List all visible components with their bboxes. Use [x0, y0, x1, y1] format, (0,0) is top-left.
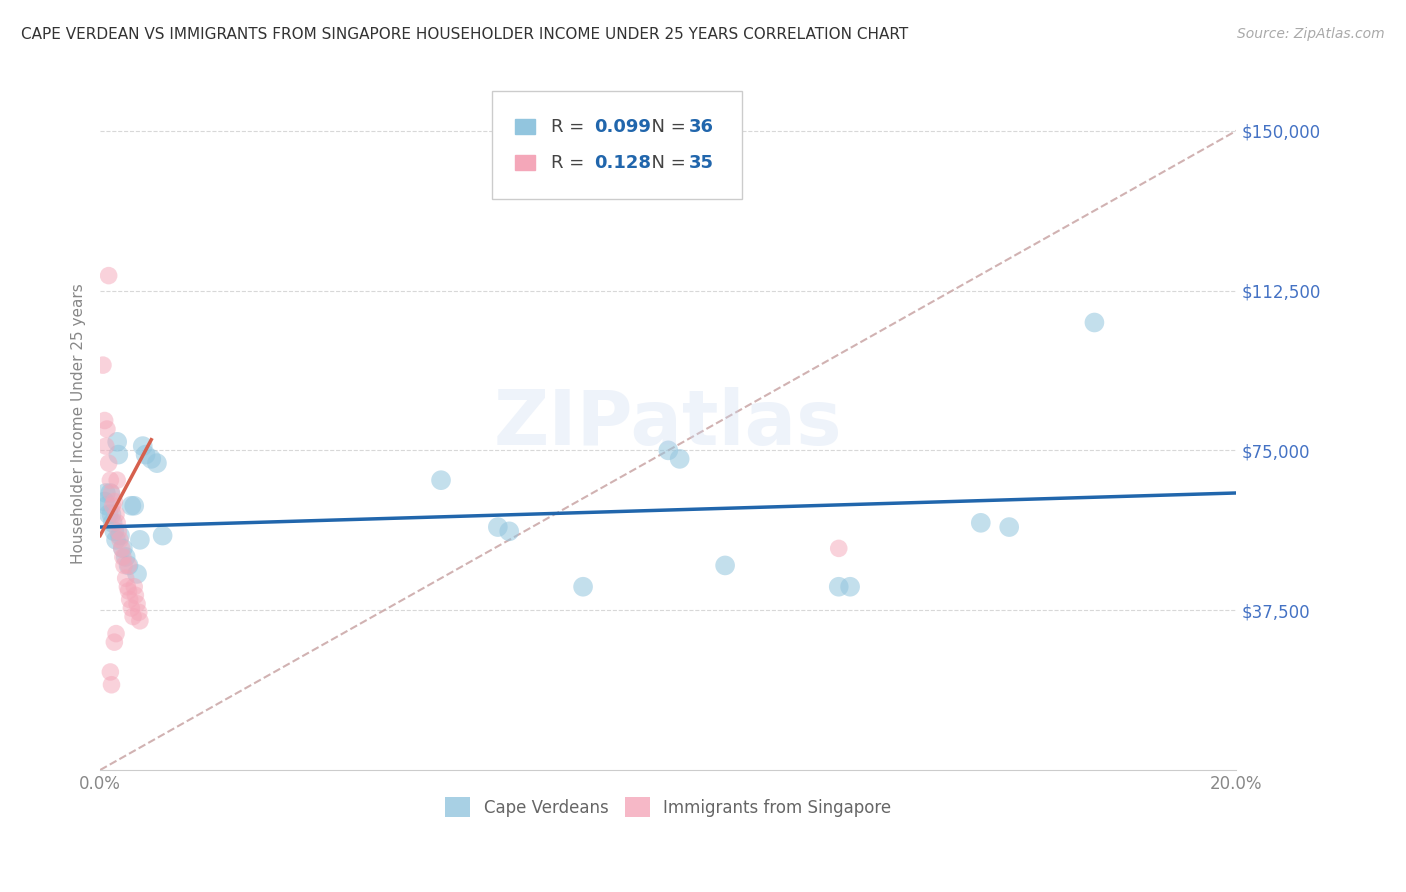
Point [101, 516, 124, 530]
Point [1083, 316, 1105, 330]
Point [117, 584, 139, 599]
Point [146, 456, 169, 470]
Text: ZIPatlas: ZIPatlas [494, 387, 842, 461]
Text: R =: R = [551, 153, 591, 171]
Point [98, 473, 121, 487]
Y-axis label: Householder Income Under 25 years: Householder Income Under 25 years [72, 284, 86, 564]
Point [100, 678, 122, 692]
Point [108, 528, 131, 542]
Point [105, 516, 128, 530]
Point [114, 549, 136, 564]
Point [129, 614, 152, 628]
Bar [515, 155, 534, 170]
Point [135, 448, 157, 462]
Point [430, 473, 453, 487]
Point [117, 558, 139, 573]
Point [132, 439, 155, 453]
Point [124, 588, 146, 602]
Text: Source: ZipAtlas.com: Source: ZipAtlas.com [1237, 27, 1385, 41]
Point [105, 473, 128, 487]
Point [141, 451, 163, 466]
Point [998, 520, 1021, 534]
Point [94, 486, 117, 500]
Point [120, 601, 142, 615]
Point [97, 456, 120, 470]
Point [114, 571, 136, 585]
Point [668, 451, 690, 466]
Point [107, 448, 129, 462]
Point [112, 558, 135, 573]
Point [117, 558, 139, 573]
Text: N =: N = [640, 118, 692, 136]
Text: 0.128: 0.128 [595, 153, 651, 171]
Point [103, 635, 125, 649]
Text: 35: 35 [689, 153, 714, 171]
Point [103, 524, 125, 539]
Text: R =: R = [551, 118, 591, 136]
Point [125, 597, 148, 611]
Point [93, 413, 115, 427]
Point [107, 524, 129, 539]
Point [111, 541, 134, 556]
Point [97, 508, 120, 522]
Point [128, 605, 150, 619]
Point [94, 439, 117, 453]
Point [96, 499, 118, 513]
Point [105, 533, 128, 547]
Point [486, 520, 509, 534]
Point [970, 516, 993, 530]
Point [828, 541, 851, 556]
Point [100, 486, 122, 500]
Point [105, 626, 128, 640]
Point [657, 443, 679, 458]
Point [117, 580, 139, 594]
Point [122, 609, 145, 624]
Point [101, 499, 124, 513]
Point [129, 533, 152, 547]
Text: N =: N = [640, 153, 692, 171]
Point [839, 580, 862, 594]
Point [125, 566, 148, 581]
Point [91, 358, 114, 372]
Text: 0.099: 0.099 [595, 118, 651, 136]
Point [122, 580, 145, 594]
Point [97, 268, 120, 283]
Point [572, 580, 595, 594]
FancyBboxPatch shape [492, 91, 742, 199]
Point [122, 499, 145, 513]
Point [105, 508, 128, 522]
Text: 36: 36 [689, 118, 714, 136]
Point [98, 665, 121, 679]
Bar [515, 119, 534, 134]
Point [120, 499, 142, 513]
Point [103, 494, 125, 508]
Text: CAPE VERDEAN VS IMMIGRANTS FROM SINGAPORE HOUSEHOLDER INCOME UNDER 25 YEARS CORR: CAPE VERDEAN VS IMMIGRANTS FROM SINGAPOR… [21, 27, 908, 42]
Point [105, 434, 128, 449]
Point [100, 508, 122, 522]
Point [714, 558, 737, 573]
Point [828, 580, 851, 594]
Point [152, 528, 174, 542]
Legend: Cape Verdeans, Immigrants from Singapore: Cape Verdeans, Immigrants from Singapore [439, 790, 898, 824]
Point [96, 422, 118, 436]
Point [111, 549, 134, 564]
Point [108, 533, 131, 547]
Point [118, 592, 141, 607]
Point [98, 486, 121, 500]
Point [111, 541, 134, 556]
Point [93, 494, 115, 508]
Point [498, 524, 520, 539]
